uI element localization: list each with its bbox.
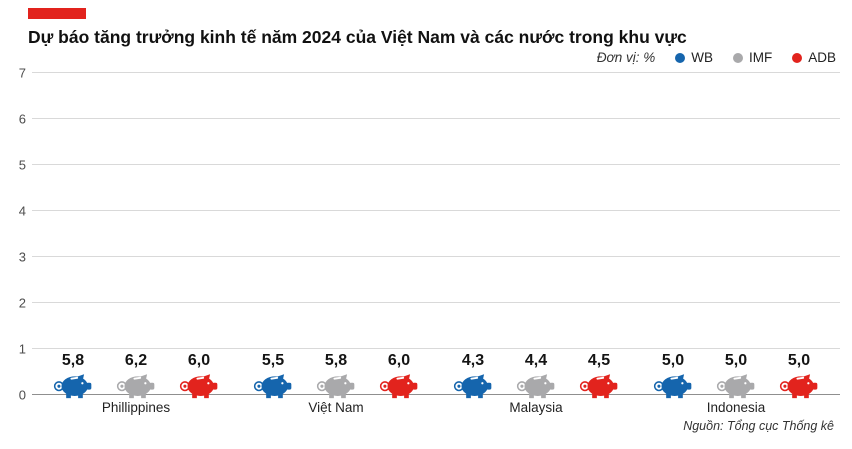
bar-group-phillippines: 5,8 6,2 6,0 <box>36 73 236 399</box>
piggy-bank-icon <box>179 374 218 399</box>
y-tick-label: 0 <box>18 387 26 403</box>
bar-value-label: 5,0 <box>661 352 685 369</box>
y-tick-label: 1 <box>18 341 26 357</box>
gridline <box>32 72 840 73</box>
bar-chart: 5,8 6,2 6,0 5,5 <box>19 66 840 403</box>
bar-wb-2: 4,3 <box>443 352 503 399</box>
bar-value-label: 4,4 <box>524 352 548 369</box>
y-tick-label: 7 <box>18 65 26 81</box>
legend: Đơn vị: % WB IMF ADB <box>8 50 836 65</box>
bar-imf-2: 4,4 <box>506 352 566 399</box>
piggy-bank-icon <box>53 374 92 399</box>
piggy-bank-icon <box>116 374 155 399</box>
gridline <box>32 256 840 257</box>
unit-label: Đơn vị: % <box>596 50 656 65</box>
bar-value-label: 4,5 <box>587 352 611 369</box>
piggy-bank-icon <box>379 374 418 399</box>
x-axis-label: Việt Nam <box>308 400 364 415</box>
bar-value-label: 6,2 <box>124 352 148 369</box>
bar-group-malaysia: 4,3 4,4 4,5 <box>436 73 636 399</box>
bar-adb-2: 4,5 <box>569 352 629 399</box>
y-tick-label: 2 <box>18 295 26 311</box>
piggy-bank-icon <box>653 374 692 399</box>
bar-group-indonesia: 5,0 5,0 5,0 <box>636 73 836 399</box>
piggy-bank-icon <box>779 374 818 399</box>
bar-adb-3: 5,0 <box>769 352 829 399</box>
legend-item-adb: ADB <box>792 50 836 65</box>
bar-value-label: 6,0 <box>387 352 411 369</box>
x-axis-label: Indonesia <box>706 400 766 415</box>
bar-value-label: 5,0 <box>787 352 811 369</box>
legend-item-imf: IMF <box>732 50 773 65</box>
gridline <box>32 118 840 119</box>
bar-imf-3: 5,0 <box>706 352 766 399</box>
bar-adb-1: 6,0 <box>369 352 429 399</box>
legend-item-wb: WB <box>675 50 713 65</box>
plot-area: 5,8 6,2 6,0 5,5 <box>32 73 840 399</box>
legend-label-wb: WB <box>691 50 713 65</box>
x-axis-label: Phillippines <box>101 400 171 415</box>
gridline <box>32 210 840 211</box>
bar-value-label: 5,5 <box>261 352 285 369</box>
x-axis: Phillippines Việt Nam Malaysia Indonesia <box>32 395 840 415</box>
x-axis-label: Malaysia <box>509 400 563 415</box>
gridline <box>32 348 840 349</box>
bar-value-label: 5,8 <box>324 352 348 369</box>
piggy-bank-icon <box>453 374 492 399</box>
legend-label-imf: IMF <box>748 50 773 65</box>
bar-adb-0: 6,0 <box>169 352 229 399</box>
bar-wb-3: 5,0 <box>643 352 703 399</box>
page-title: Dự báo tăng trưởng kinh tế năm 2024 của … <box>28 27 687 47</box>
bar-wb-0: 5,8 <box>43 352 103 399</box>
bar-group-việt-nam: 5,5 5,8 6,0 <box>236 73 436 399</box>
legend-label-adb: ADB <box>808 50 836 65</box>
bar-value-label: 4,3 <box>461 352 485 369</box>
piggy-bank-icon <box>716 374 755 399</box>
accent-bar <box>28 8 86 19</box>
gridline <box>32 302 840 303</box>
adb-dot-icon <box>792 52 803 63</box>
y-tick-label: 3 <box>18 249 26 265</box>
gridline <box>32 164 840 165</box>
source-note: Nguồn: Tổng cục Thống kê <box>683 419 834 433</box>
gridline <box>32 394 840 395</box>
bar-imf-1: 5,8 <box>306 352 366 399</box>
imf-dot-icon <box>732 52 743 63</box>
wb-dot-icon <box>675 52 686 63</box>
y-tick-label: 4 <box>18 203 26 219</box>
bar-value-label: 5,0 <box>724 352 748 369</box>
bar-value-label: 6,0 <box>187 352 211 369</box>
piggy-bank-icon <box>579 374 618 399</box>
bar-wb-1: 5,5 <box>243 352 303 399</box>
piggy-bank-icon <box>316 374 355 399</box>
bar-value-label: 5,8 <box>61 352 85 369</box>
y-tick-label: 5 <box>18 157 26 173</box>
y-tick-label: 6 <box>18 111 26 127</box>
piggy-bank-icon <box>516 374 555 399</box>
piggy-bank-icon <box>253 374 292 399</box>
bar-imf-0: 6,2 <box>106 352 166 399</box>
